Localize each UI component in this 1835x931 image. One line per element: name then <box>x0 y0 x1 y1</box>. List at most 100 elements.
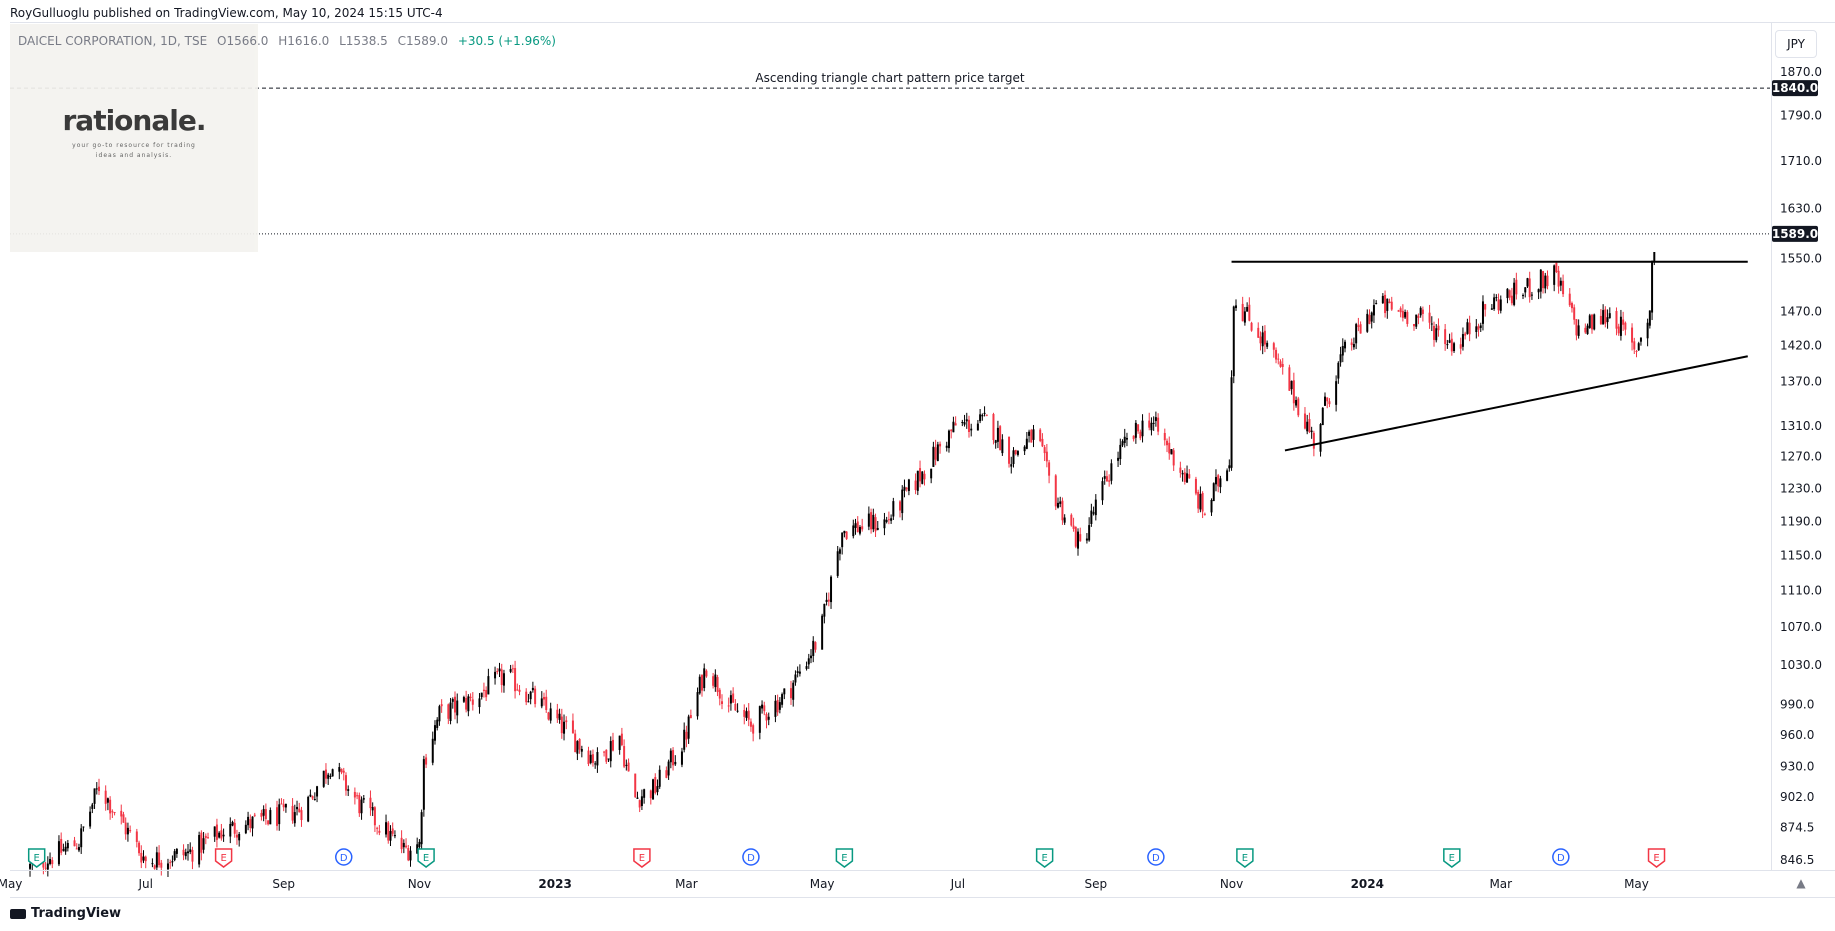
candle-body <box>187 851 189 853</box>
candle-body <box>1231 377 1233 468</box>
candle-body <box>1386 299 1388 311</box>
candle-body <box>794 674 796 682</box>
candle-body <box>857 522 859 532</box>
price-tick-label: 1710.0 <box>1780 154 1822 168</box>
candle-body <box>1366 314 1368 332</box>
candle-body <box>481 693 483 697</box>
candle-body <box>494 672 496 678</box>
candle-body <box>799 672 801 674</box>
candle-body <box>543 697 545 700</box>
candle-body <box>129 830 131 831</box>
candle-body <box>590 755 592 763</box>
price-axis[interactable]: 846.5 874.5 902.0 930.0 960.0 990.0 1030.0 1070… <box>1772 65 1822 867</box>
candle-body <box>1391 302 1393 310</box>
candle-body <box>810 656 812 659</box>
candle-body <box>1493 297 1495 309</box>
candle-body <box>1041 439 1043 446</box>
candle-body <box>1039 430 1041 441</box>
event-marker-letter: E <box>220 853 226 864</box>
candle-body <box>790 688 792 698</box>
candle-body <box>1600 316 1602 324</box>
candle-body <box>1531 295 1533 296</box>
candle-body <box>1153 423 1155 424</box>
candle-body <box>294 812 296 823</box>
candle-body <box>198 835 200 864</box>
candle-body <box>450 702 452 721</box>
candle-body <box>1211 500 1213 512</box>
candle-body <box>634 774 636 798</box>
event-marker-letter: D <box>1557 853 1565 864</box>
candle-body <box>338 767 340 772</box>
last-price-label: 1589.0 <box>1772 227 1818 241</box>
candle-body <box>1404 312 1406 317</box>
candle-body <box>643 789 645 798</box>
candle-body <box>1046 452 1048 462</box>
candle-body <box>939 444 941 447</box>
legend-symbol[interactable]: DAICEL CORPORATION, 1D, TSE <box>18 34 207 48</box>
currency-button[interactable]: JPY <box>1775 30 1817 58</box>
candle-body <box>1184 472 1186 482</box>
candle-body <box>792 683 794 700</box>
candle-body <box>171 861 173 862</box>
price-tick-label: 902.0 <box>1780 790 1814 804</box>
price-tick-label: 1870.0 <box>1780 65 1822 79</box>
candle-body <box>1558 271 1560 287</box>
candle-body <box>78 847 80 850</box>
candle-body <box>668 762 670 776</box>
candle-body <box>1124 437 1126 443</box>
candle-body <box>1649 311 1651 326</box>
candle-body <box>425 757 427 764</box>
candle-body <box>559 714 561 720</box>
candle-body <box>1462 334 1464 347</box>
time-tick-label: 2023 <box>538 877 571 891</box>
candle-body <box>470 697 472 698</box>
candle-body <box>1511 296 1513 304</box>
candle-body <box>1291 381 1293 389</box>
candle-body <box>314 799 316 800</box>
candle-body <box>60 839 62 853</box>
candle-body <box>109 800 111 814</box>
candle-body <box>781 694 783 705</box>
auto-scale-icon[interactable]: ▲ <box>1793 876 1809 892</box>
candle-body <box>1217 475 1219 486</box>
candle-body <box>534 689 536 704</box>
candle-body <box>1104 476 1106 479</box>
candle-body <box>1397 310 1399 311</box>
candle-body <box>174 851 176 860</box>
candle-body <box>176 849 178 854</box>
candle-body <box>1633 341 1635 349</box>
legend-change: +30.5 (+1.96%) <box>458 34 556 48</box>
candle-body <box>1373 305 1375 315</box>
candle-body <box>659 770 661 787</box>
candle-body <box>296 807 298 809</box>
candle-body <box>574 734 576 752</box>
candle-body <box>1219 478 1221 487</box>
candle-body <box>1117 458 1119 461</box>
candle-body <box>935 447 937 459</box>
candle-body <box>572 721 574 734</box>
candle-body <box>1620 317 1622 336</box>
candle-body <box>325 770 327 779</box>
candle-body <box>915 481 917 490</box>
candle-body <box>966 419 968 421</box>
candle-body <box>797 671 799 673</box>
candle-body <box>697 692 699 716</box>
candle-body <box>806 666 808 669</box>
candle-body <box>641 796 643 806</box>
time-axis[interactable]: May Jul Sep Nov 2023 Mar May Jul Sep Nov 2024 Mar Ma… <box>0 877 1649 891</box>
candle-body <box>1544 276 1546 289</box>
candle-body <box>1311 431 1313 433</box>
candle-body <box>120 811 122 817</box>
candle-body <box>1235 305 1237 308</box>
candle-body <box>1475 326 1477 332</box>
candle-body <box>525 692 527 703</box>
candle-body <box>1560 281 1562 286</box>
candle-body <box>1148 421 1150 428</box>
candle-body <box>1506 289 1508 298</box>
candle-body <box>719 690 721 699</box>
candle-body <box>392 828 394 833</box>
candle-body <box>252 817 254 829</box>
candle-body <box>323 771 325 787</box>
candle-body <box>1073 526 1075 529</box>
